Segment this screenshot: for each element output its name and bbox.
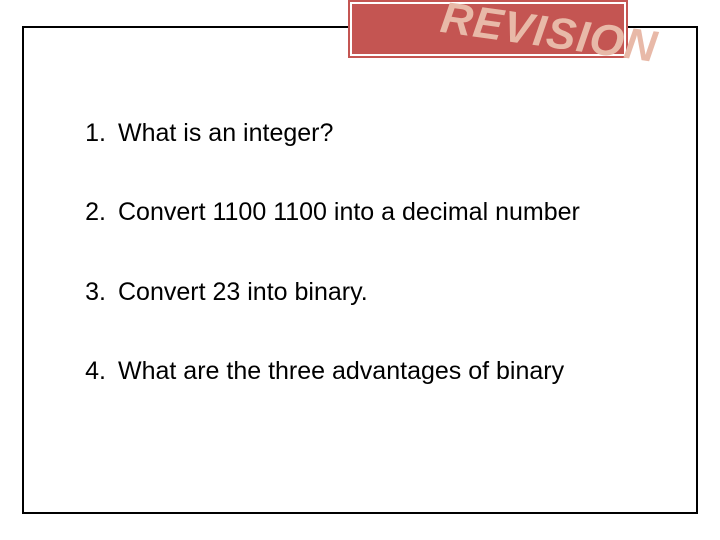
list-item: 4. What are the three advantages of bina…: [78, 356, 660, 387]
item-number: 2.: [78, 197, 118, 228]
content-area: 1. What is an integer? 2. Convert 1100 1…: [78, 118, 660, 387]
item-number: 4.: [78, 356, 118, 387]
item-text: What are the three advantages of binary: [118, 356, 660, 387]
list-item: 2. Convert 1100 1100 into a decimal numb…: [78, 197, 660, 228]
list-item: 3. Convert 23 into binary.: [78, 277, 660, 308]
item-number: 1.: [78, 118, 118, 149]
item-text: Convert 1100 1100 into a decimal number: [118, 197, 660, 228]
item-text: What is an integer?: [118, 118, 660, 149]
item-number: 3.: [78, 277, 118, 308]
item-text: Convert 23 into binary.: [118, 277, 660, 308]
list-item: 1. What is an integer?: [78, 118, 660, 149]
question-list: 1. What is an integer? 2. Convert 1100 1…: [78, 118, 660, 387]
